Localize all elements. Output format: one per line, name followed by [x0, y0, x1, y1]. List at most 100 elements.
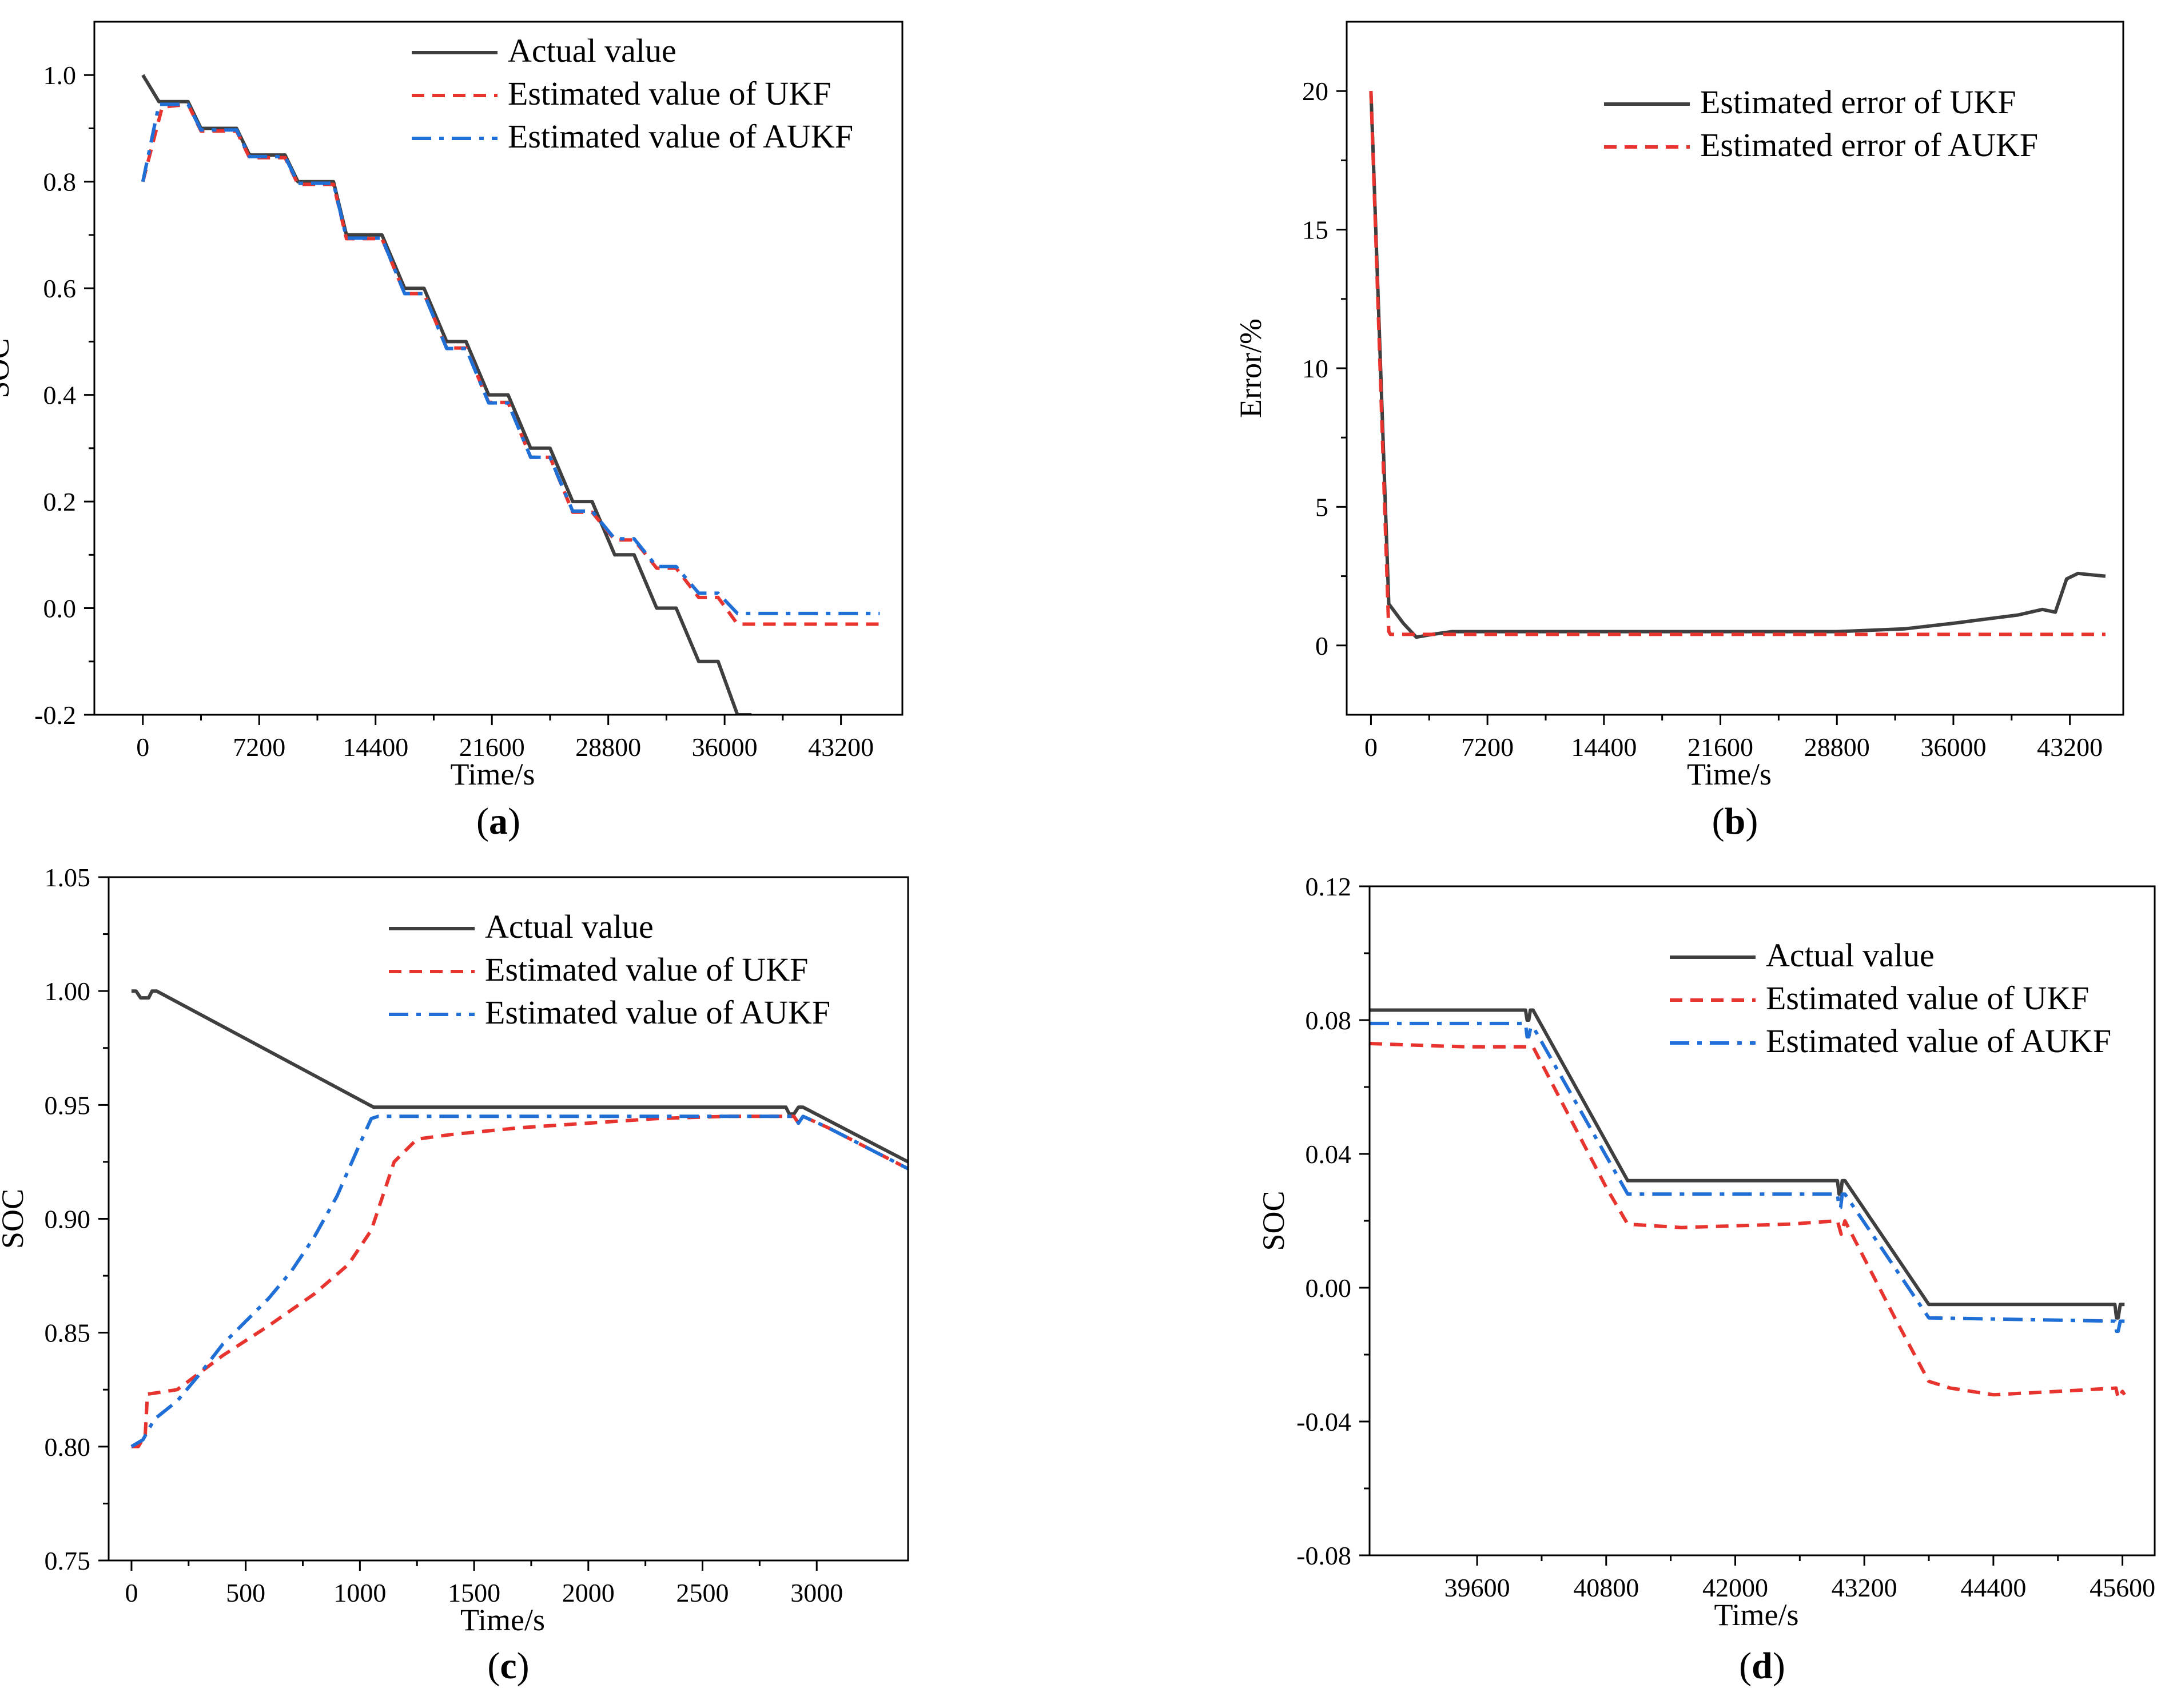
panel-caption: (a) [476, 801, 520, 842]
x-tick-label: 0 [1364, 732, 1378, 762]
y-tick-label: 0.00 [1306, 1273, 1352, 1303]
y-tick-label: 15 [1302, 216, 1328, 245]
series-line-2 [141, 102, 880, 626]
x-axis-label: Time/s [450, 757, 535, 791]
series-group [1369, 91, 2106, 639]
y-tick-label: 5 [1315, 492, 1328, 521]
x-tick-label: 40800 [1573, 1573, 1639, 1602]
y-tick-label: 0.80 [45, 1432, 91, 1462]
x-tick-label: 43200 [2037, 732, 2103, 762]
x-tick-label: 2000 [562, 1578, 615, 1607]
legend: Actual value Estimated value of UKF Estima… [412, 32, 853, 155]
y-tick-label: 0.08 [1306, 1006, 1352, 1035]
series-line-1 [1369, 91, 2106, 639]
x-axis-label: Time/s [1714, 1598, 1798, 1632]
y-tick-label: 0.6 [43, 274, 77, 303]
legend-label: Estimated value of UKF [1766, 980, 2089, 1017]
y-tick-label: 0.04 [1306, 1140, 1352, 1169]
x-tick-label: 36000 [692, 732, 758, 762]
series-group [141, 74, 880, 715]
chart-a: 0 7200 14400 21600 28800 36000 43200 -0.2 0.0 0.2… [0, 21, 904, 842]
x-tick-label: 7200 [233, 732, 285, 762]
chart-c: 0 500 1000 1500 2000 2500 3000 0.75 0.80 0.85 0.90… [0, 863, 909, 1687]
x-tick-label: 45600 [2090, 1573, 2155, 1602]
y-tick-label: 0.90 [45, 1205, 91, 1234]
x-tick-label: 500 [226, 1578, 265, 1607]
y-axis-label: SOC [0, 338, 15, 398]
x-tick-label: 44400 [1960, 1573, 2026, 1602]
x-axis-label: Time/s [460, 1603, 545, 1637]
y-axis-label: SOC [0, 1189, 30, 1249]
series-line-1 [1370, 1008, 2125, 1320]
legend-label: Estimated value of UKF [485, 951, 808, 988]
x-tick-label: 28800 [1804, 732, 1870, 762]
y-tick-label: 0.75 [45, 1546, 91, 1575]
y-tick-label: 0.8 [43, 168, 77, 197]
x-tick-label: 43200 [808, 732, 874, 762]
x-tick-label: 42000 [1702, 1573, 1768, 1602]
x-tick-label: 21600 [1688, 732, 1753, 762]
y-tick-label: 0.2 [43, 487, 77, 516]
panel-caption: (b) [1712, 801, 1758, 842]
series-line-3 [130, 1114, 908, 1448]
series-line-1 [131, 989, 908, 1164]
legend-label: Actual value [508, 32, 676, 69]
chart-b: 0 7200 14400 21600 28800 36000 43200 0 5 10 15 20 Ti… [1233, 21, 2124, 842]
y-tick-label: 20 [1302, 77, 1328, 106]
y-tick-label: 0.12 [1306, 872, 1352, 901]
x-tick-label: 7200 [1461, 732, 1514, 762]
legend-label: Actual value [1766, 937, 1935, 974]
legend-label: Estimated value of AUKF [508, 118, 853, 155]
legend-label: Estimated value of AUKF [485, 994, 830, 1031]
plot-frame [1346, 21, 2124, 716]
plot-frame [93, 21, 904, 716]
panel-caption: (d) [1739, 1645, 1785, 1687]
y-tick-label: 1.05 [45, 863, 91, 892]
series-line-2 [131, 1114, 908, 1448]
x-tick-label: 39600 [1444, 1573, 1510, 1602]
x-tick-label: 14400 [343, 732, 408, 762]
legend: Actual value Estimated value of UKF Estima… [1670, 937, 2111, 1060]
y-tick-label: -0.08 [1296, 1541, 1351, 1570]
x-tick-label: 21600 [459, 732, 525, 762]
x-tick-label: 2500 [676, 1578, 729, 1607]
y-axis-label: Error/% [1233, 318, 1268, 418]
x-tick-label: 0 [136, 732, 149, 762]
x-tick-label: 1500 [448, 1578, 500, 1607]
legend-label: Estimated error of AUKF [1700, 126, 2038, 164]
y-tick-label: 0.4 [43, 381, 77, 410]
y-tick-label: 0.0 [43, 594, 77, 623]
legend-label: Actual value [485, 908, 654, 945]
y-tick-label: 0 [1315, 631, 1328, 660]
chart-d: 39600 40800 42000 43200 44400 45600 -0.08 -0.04… [1256, 872, 2156, 1687]
y-tick-label: 1.0 [43, 61, 77, 90]
x-tick-label: 43200 [1832, 1573, 1897, 1602]
x-tick-label: 3000 [790, 1578, 843, 1607]
y-tick-label: 0.85 [45, 1319, 91, 1348]
series-line-2 [1369, 91, 2106, 636]
legend-label: Estimated value of AUKF [1766, 1022, 2111, 1060]
x-tick-label: 0 [125, 1578, 138, 1607]
x-tick-label: 14400 [1571, 732, 1637, 762]
y-tick-label: -0.04 [1296, 1407, 1351, 1436]
series-line-2 [1370, 1042, 2126, 1400]
x-tick-label: 28800 [575, 732, 641, 762]
legend-label: Estimated error of UKF [1700, 83, 2016, 121]
series-line-3 [1370, 1021, 2125, 1333]
legend-label: Estimated value of UKF [508, 75, 831, 112]
x-tick-label: 1000 [333, 1578, 386, 1607]
y-tick-label: 10 [1302, 354, 1328, 383]
y-tick-label: 0.95 [45, 1090, 91, 1120]
series-line-3 [141, 102, 880, 615]
series-group [130, 989, 908, 1448]
panel-caption: (c) [487, 1645, 529, 1687]
legend: Actual value Estimated value of UKF Estima… [389, 908, 830, 1031]
x-tick-label: 36000 [1920, 732, 1986, 762]
x-axis-label: Time/s [1687, 757, 1772, 791]
y-tick-label: -0.2 [34, 700, 76, 730]
y-tick-label: 1.00 [45, 977, 91, 1006]
y-axis-label: SOC [1256, 1191, 1291, 1251]
series-group [1370, 1008, 2126, 1400]
legend: Estimated error of UKF Estimated error of… [1604, 83, 2038, 164]
